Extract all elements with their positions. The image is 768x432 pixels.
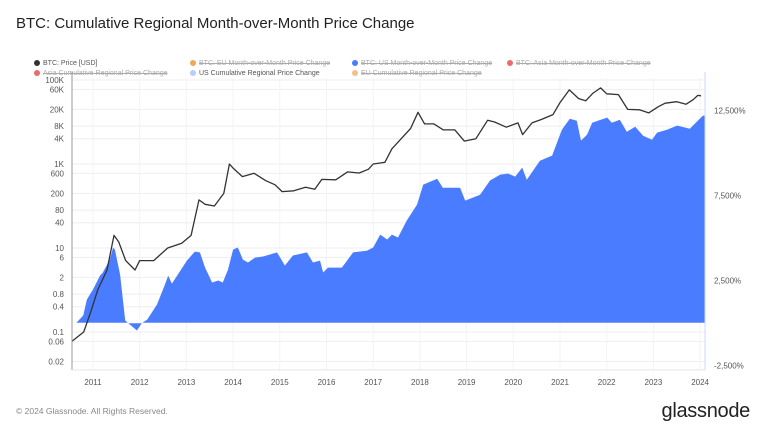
legend-dot-icon	[352, 60, 358, 66]
x-tick-label: 2024	[691, 378, 709, 387]
y-left-tick-label: 60K	[50, 85, 65, 94]
legend-label: EU Cumulative Regional Price Change	[361, 70, 482, 77]
axes: 100K60K20K8K4K1K600200804010620.80.40.10…	[45, 72, 746, 387]
btc-price-line	[71, 87, 702, 342]
y-left-tick-label: 0.02	[48, 357, 64, 366]
us-cumulative-area-path	[76, 115, 705, 331]
y-left-tick-label: 600	[51, 169, 65, 178]
y-left-tick-label: 4K	[54, 135, 64, 144]
y-left-tick-label: 40	[55, 219, 64, 228]
x-tick-label: 2016	[318, 378, 336, 387]
x-tick-label: 2013	[178, 378, 196, 387]
legend-item[interactable]: EU Cumulative Regional Price Change	[352, 70, 482, 77]
x-tick-label: 2011	[84, 378, 102, 387]
x-tick-label: 2019	[458, 378, 476, 387]
y-left-tick-label: 10	[55, 244, 64, 253]
glassnode-logo[interactable]: glassnode	[661, 400, 751, 422]
x-tick-label: 2021	[551, 378, 569, 387]
legend-dot-icon	[34, 60, 40, 66]
x-tick-label: 2012	[131, 378, 149, 387]
x-tick-label: 2014	[224, 378, 242, 387]
y-left-tick-label: 0.06	[48, 337, 64, 346]
legend-label: US Cumulative Regional Price Change	[199, 70, 320, 77]
y-left-tick-label: 1K	[54, 160, 64, 169]
legend-label: Asia Cumulative Regional Price Change	[43, 70, 168, 77]
legend-item[interactable]: US Cumulative Regional Price Change	[190, 70, 320, 77]
legend-label: BTC: Asia Month-over-Month Price Change	[516, 60, 651, 67]
legend-item[interactable]: BTC: EU Month-over-Month Price Change	[190, 60, 330, 67]
legend-dot-icon	[34, 70, 40, 76]
y-left-tick-label: 20K	[50, 105, 65, 114]
legend-label: BTC: US Month-over-Month Price Change	[361, 60, 493, 67]
y-right-tick-label: 12,500%	[714, 107, 746, 116]
legend-dot-icon	[352, 70, 358, 76]
y-left-tick-label: 2	[60, 273, 65, 282]
y-left-tick-label: 0.4	[53, 303, 65, 312]
legend-item[interactable]: BTC: Asia Month-over-Month Price Change	[507, 60, 651, 67]
y-left-tick-label: 0.1	[53, 328, 65, 337]
legend-label: BTC: EU Month-over-Month Price Change	[199, 60, 331, 67]
legend-item[interactable]: BTC: Price [USD]	[34, 60, 97, 67]
x-tick-label: 2018	[411, 378, 429, 387]
y-left-tick-label: 0.8	[53, 290, 65, 299]
legend-item[interactable]: Asia Cumulative Regional Price Change	[34, 70, 168, 77]
y-left-tick-label: 80	[55, 206, 64, 215]
y-left-tick-label: 8K	[54, 122, 64, 131]
y-left-tick-label: 6	[60, 253, 65, 262]
y-right-tick-label: 2,500%	[714, 277, 741, 286]
chart-title: BTC: Cumulative Regional Month-over-Mont…	[16, 15, 415, 32]
btc-price-path	[71, 87, 702, 342]
y-right-tick-label: 7,500%	[714, 192, 741, 201]
legend-dot-icon	[507, 60, 513, 66]
x-tick-label: 2020	[504, 378, 522, 387]
x-tick-label: 2022	[598, 378, 616, 387]
legend-dot-icon	[190, 60, 196, 66]
x-tick-label: 2017	[364, 378, 382, 387]
x-tick-label: 2023	[645, 378, 663, 387]
legend-label: BTC: Price [USD]	[43, 60, 98, 67]
legend-item[interactable]: BTC: US Month-over-Month Price Change	[352, 60, 492, 67]
x-tick-label: 2015	[271, 378, 289, 387]
copyright-footer: © 2024 Glassnode. All Rights Reserved.	[16, 406, 168, 416]
y-left-tick-label: 100K	[45, 76, 64, 85]
y-left-tick-label: 200	[51, 189, 65, 198]
y-right-tick-label: -2,500%	[714, 362, 744, 371]
legend-dot-icon	[190, 70, 196, 76]
us-cumulative-area	[76, 115, 705, 331]
